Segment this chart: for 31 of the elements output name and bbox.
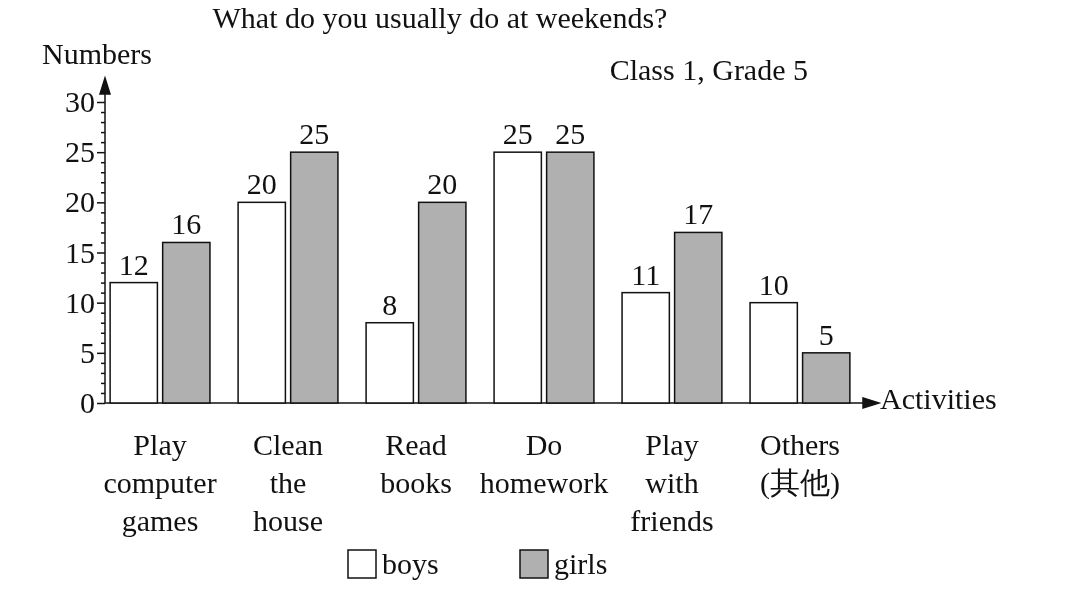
data-label: 8 xyxy=(382,287,398,321)
x-tick-label: Play with friends xyxy=(630,428,714,537)
data-label: 12 xyxy=(118,247,149,281)
x-tick-label: Do homework xyxy=(479,428,609,499)
y-tick-label: 0 xyxy=(80,386,95,420)
x-tick-label: Others (其他) xyxy=(759,428,840,500)
data-label: 20 xyxy=(427,167,458,201)
x-tick-label: Read books xyxy=(380,428,452,499)
x-tick-label: Play computer games xyxy=(103,428,217,537)
y-tick-label: 10 xyxy=(65,285,95,319)
data-label: 5 xyxy=(818,317,834,351)
data-label: 25 xyxy=(502,117,533,151)
data-label: 17 xyxy=(683,197,714,231)
y-tick-label: 20 xyxy=(65,185,95,219)
data-label: 20 xyxy=(246,167,277,201)
data-label: 25 xyxy=(299,117,330,151)
y-tick-label: 5 xyxy=(80,335,95,369)
y-tick-label: 30 xyxy=(65,85,95,119)
legend-label: girls xyxy=(554,547,608,580)
chart-subtitle: Class 1, Grade 5 xyxy=(609,53,808,86)
y-tick-label: 15 xyxy=(65,235,95,269)
data-label: 10 xyxy=(758,267,789,301)
y-axis-title: Numbers xyxy=(42,37,152,70)
chart-title: What do you usually do at weekends? xyxy=(212,1,668,34)
data-label: 16 xyxy=(171,207,202,241)
y-tick-label: 25 xyxy=(65,135,95,169)
legend-label: boys xyxy=(382,547,439,580)
x-tick-label: Clean the house xyxy=(253,428,324,537)
x-axis-title: Activities xyxy=(880,382,997,415)
data-label: 25 xyxy=(555,117,586,151)
data-label: 11 xyxy=(631,257,661,291)
